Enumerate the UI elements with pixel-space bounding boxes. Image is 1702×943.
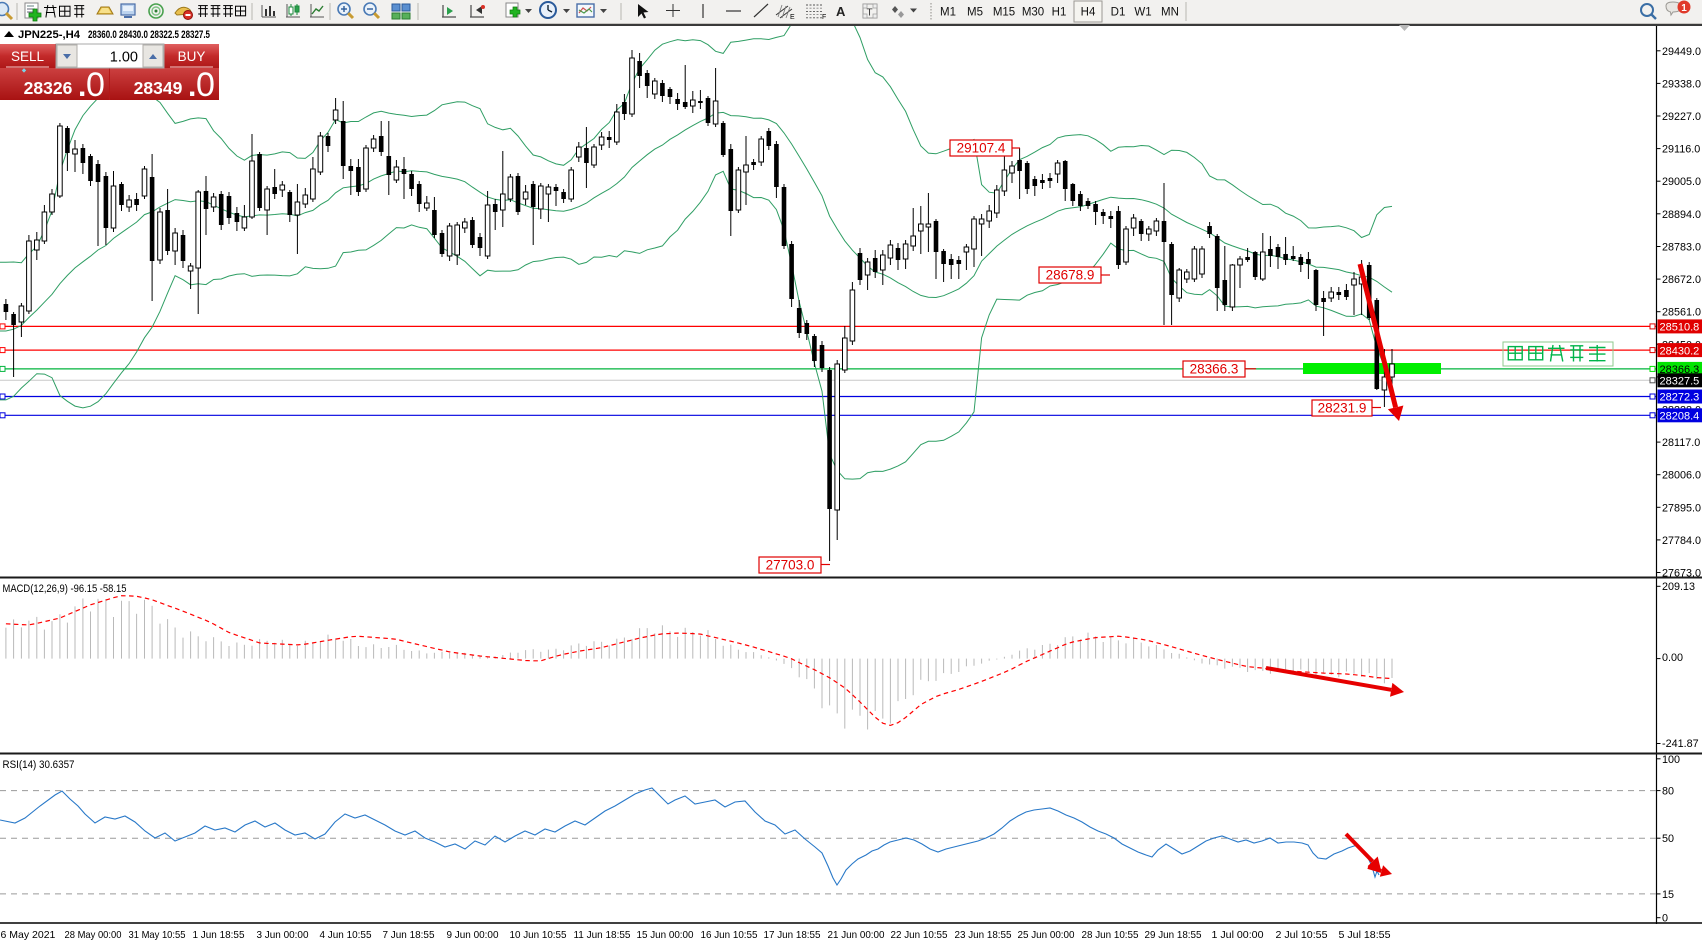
svg-text:.: .: [188, 70, 196, 103]
svg-text:H1: H1: [1052, 7, 1067, 19]
svg-text:28366.3: 28366.3: [1660, 364, 1700, 376]
svg-text:A: A: [836, 4, 846, 19]
svg-text:9 Jun 00:00: 9 Jun 00:00: [447, 929, 499, 941]
svg-text:27703.0: 27703.0: [766, 558, 815, 573]
svg-text:17 Jun 18:55: 17 Jun 18:55: [764, 929, 821, 941]
svg-text:29449.0: 29449.0: [1662, 46, 1701, 58]
svg-text:23 Jun 18:55: 23 Jun 18:55: [955, 929, 1012, 941]
svg-text:16 Jun 10:55: 16 Jun 10:55: [701, 929, 758, 941]
svg-text:28 May 00:00: 28 May 00:00: [65, 929, 122, 941]
svg-text:50: 50: [1662, 833, 1674, 845]
svg-text:31 May 10:55: 31 May 10:55: [129, 929, 186, 941]
svg-text:29338.0: 29338.0: [1662, 78, 1701, 90]
svg-text:-241.87: -241.87: [1662, 738, 1699, 750]
svg-text:29107.4: 29107.4: [957, 141, 1006, 156]
svg-text:15: 15: [1662, 889, 1674, 901]
svg-text:28783.0: 28783.0: [1662, 242, 1701, 254]
svg-text:29005.0: 29005.0: [1662, 176, 1701, 188]
svg-text:3 Jun 00:00: 3 Jun 00:00: [257, 929, 309, 941]
svg-text:28272.3: 28272.3: [1660, 392, 1700, 404]
svg-text:28672.0: 28672.0: [1662, 274, 1701, 286]
svg-text:28208.4: 28208.4: [1660, 411, 1700, 423]
svg-text:28231.9: 28231.9: [1318, 401, 1367, 416]
svg-text:28 Jun 10:55: 28 Jun 10:55: [1082, 929, 1139, 941]
svg-text:1.00: 1.00: [110, 50, 138, 66]
svg-text:5 Jul 18:55: 5 Jul 18:55: [1339, 929, 1391, 941]
svg-text:1 Jun 18:55: 1 Jun 18:55: [193, 929, 245, 941]
svg-text:21 Jun 00:00: 21 Jun 00:00: [828, 929, 885, 941]
svg-text:0.00: 0.00: [1662, 652, 1683, 664]
svg-text:80: 80: [1662, 786, 1674, 798]
svg-text:F: F: [822, 14, 826, 21]
svg-text:28366.3: 28366.3: [1190, 362, 1239, 377]
svg-text:W1: W1: [1134, 7, 1151, 19]
svg-text:28006.0: 28006.0: [1662, 470, 1701, 482]
svg-text:28894.0: 28894.0: [1662, 209, 1701, 221]
svg-text:29 Jun 18:55: 29 Jun 18:55: [1145, 929, 1202, 941]
svg-text:29116.0: 29116.0: [1662, 144, 1700, 156]
svg-text:28117.0: 28117.0: [1662, 437, 1700, 449]
svg-text:28678.9: 28678.9: [1046, 268, 1095, 283]
svg-text:D1: D1: [1111, 7, 1126, 19]
svg-text:4 Jun 10:55: 4 Jun 10:55: [320, 929, 372, 941]
svg-text:27895.0: 27895.0: [1662, 502, 1701, 514]
svg-text:H4: H4: [1081, 7, 1096, 19]
svg-text:2 Jul 10:55: 2 Jul 10:55: [1276, 929, 1328, 941]
svg-text:28327.5: 28327.5: [1660, 376, 1700, 388]
svg-text:JPN225-,H4: JPN225-,H4: [18, 29, 81, 41]
svg-text:28510.8: 28510.8: [1660, 322, 1700, 334]
svg-text:28349: 28349: [134, 78, 183, 98]
svg-text:25 Jun 00:00: 25 Jun 00:00: [1018, 929, 1075, 941]
svg-text:RSI(14) 30.6357: RSI(14) 30.6357: [3, 759, 75, 771]
svg-text:0: 0: [196, 66, 215, 104]
svg-text:22 Jun 10:55: 22 Jun 10:55: [891, 929, 948, 941]
svg-text:15 Jun 00:00: 15 Jun 00:00: [637, 929, 694, 941]
svg-text:1: 1: [1681, 3, 1687, 14]
svg-text:M1: M1: [940, 7, 956, 19]
svg-text:M5: M5: [967, 7, 983, 19]
svg-text:0: 0: [86, 66, 105, 104]
svg-text:27784.0: 27784.0: [1662, 535, 1701, 547]
svg-text:.: .: [78, 70, 86, 103]
svg-text:28430.2: 28430.2: [1660, 345, 1700, 357]
svg-text:M30: M30: [1022, 7, 1044, 19]
svg-text:0: 0: [1662, 913, 1668, 925]
svg-text:MN: MN: [1161, 7, 1179, 19]
svg-text:28360.0 28430.0 28322.5 28327.: 28360.0 28430.0 28322.5 28327.5: [88, 29, 210, 41]
svg-text:E: E: [790, 14, 795, 21]
svg-text:MACD(12,26,9) -96.15 -58.15: MACD(12,26,9) -96.15 -58.15: [3, 583, 127, 595]
svg-text:100: 100: [1662, 754, 1680, 766]
svg-text:29227.0: 29227.0: [1662, 111, 1701, 123]
svg-text:11 Jun 18:55: 11 Jun 18:55: [574, 929, 631, 941]
svg-text:BUY: BUY: [178, 49, 206, 64]
svg-text:6 May 2021: 6 May 2021: [1, 929, 56, 941]
svg-text:209.13: 209.13: [1662, 581, 1695, 593]
svg-text:28326: 28326: [24, 78, 73, 98]
svg-text:7 Jun 18:55: 7 Jun 18:55: [383, 929, 435, 941]
svg-text:28561.0: 28561.0: [1662, 307, 1701, 319]
svg-text:SELL: SELL: [11, 49, 45, 64]
svg-text:T: T: [867, 8, 873, 19]
svg-text:1 Jul 00:00: 1 Jul 00:00: [1212, 929, 1264, 941]
svg-text:10 Jun 10:55: 10 Jun 10:55: [510, 929, 567, 941]
svg-text:M15: M15: [993, 7, 1015, 19]
